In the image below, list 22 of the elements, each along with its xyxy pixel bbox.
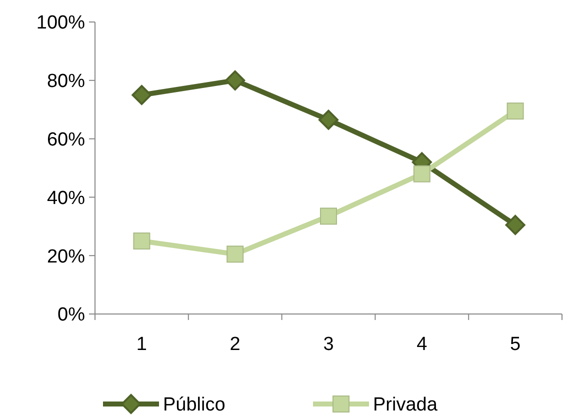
legend-label: Público [163,394,226,416]
x-tick-label: 2 [230,334,240,355]
x-tick-label: 3 [323,334,334,355]
x-tick-label: 1 [136,334,147,355]
point [318,110,338,130]
y-tick-label: 80% [46,71,86,92]
y-tick-label: 40% [46,188,86,209]
point [320,208,337,225]
y-tick-label: 60% [46,129,86,150]
y-tick-label: 0% [58,304,86,326]
point [413,165,430,182]
point [133,232,150,250]
point [506,102,524,120]
x-tick-label: 5 [510,334,521,355]
x-tick-label: 4 [416,334,428,355]
legend-label: Privada [373,394,438,416]
point [505,214,526,235]
point [225,70,246,90]
y-tick-label: 20% [46,246,86,268]
point [226,246,244,263]
y-tick-label: 100% [36,12,86,34]
point [132,85,152,105]
